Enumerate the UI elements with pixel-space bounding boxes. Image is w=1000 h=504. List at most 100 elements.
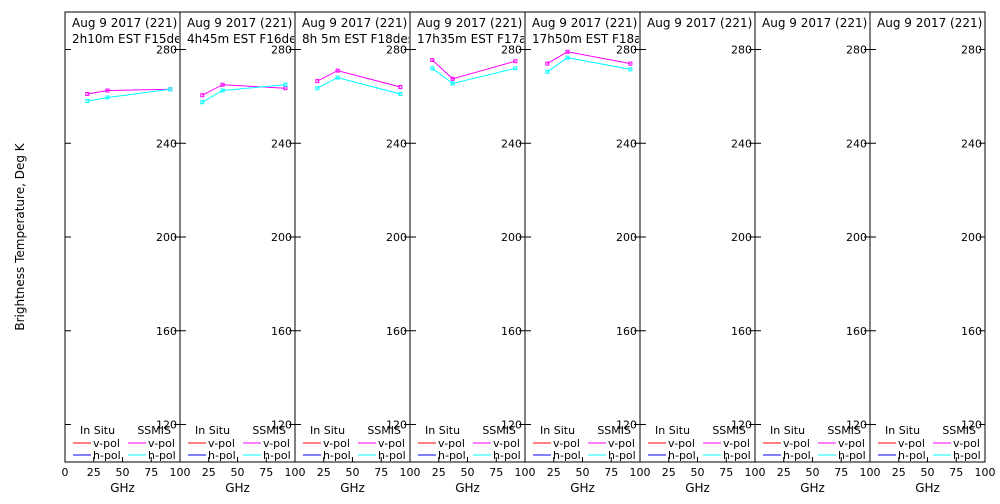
legend-ssmis-label: h-pol [953,449,981,462]
y-tick-label: 120 [501,419,522,432]
y-tick-label: 240 [386,137,407,150]
x-axis-label: GHz [570,481,595,495]
y-tick-label: 160 [846,325,867,338]
y-tick-label: 280 [961,44,982,57]
data-point [398,85,403,89]
series-line-ssmis-h-pol [202,84,286,103]
panel-3: 120 160 200 240 280 25 50 75 100 GHz Aug 9 2017 (2… [294,11,421,495]
x-tick-label: 25 [892,466,906,479]
panel-title: Aug 9 2017 (221) 17h35m EST F17asc [417,16,539,46]
panel-title-date: Aug 9 2017 (221) [532,16,637,30]
x-tick-label: 25 [202,466,216,479]
panel-2: 120 160 200 240 280 25 50 75 100 GHz Aug 9 2017 (2… [179,11,306,495]
y-tick-label: 200 [386,231,407,244]
legend-insitu-label: v-pol [93,437,120,450]
data-point [283,82,288,87]
x-tick-label: 75 [834,466,848,479]
panel-title: Aug 9 2017 (221) 17h50m EST F18asc [532,16,654,46]
x-tick-label: 100 [170,466,191,479]
x-tick-label: 100 [745,466,766,479]
y-tick-label: 280 [501,44,522,57]
data-point [450,76,455,81]
x-tick-label: 50 [691,466,705,479]
y-tick-label: 200 [846,231,867,244]
x-tick-label: 50 [806,466,820,479]
panel-6: 120 160 200 240 280 25 50 75 100 GHz Aug 9 2017 (2… [639,11,766,495]
legend-ssmis-title: SSMIS [137,424,171,437]
data-point [545,61,550,66]
y-tick-label: 240 [271,137,292,150]
x-tick-label: 0 [62,466,69,479]
x-tick-label: 50 [461,466,475,479]
legend-in-situ-title: In Situ [655,424,690,437]
legend-in-situ-title: In Situ [310,424,345,437]
x-tick-label: 100 [630,466,651,479]
data-point [628,67,633,72]
x-tick-label: 25 [317,466,331,479]
y-tick-label: 160 [731,325,752,338]
panel-title: Aug 9 2017 (221) [647,16,752,30]
legend-ssmis-label: h-pol [378,449,406,462]
x-tick-label: 100 [285,466,306,479]
panel-title-time: 17h35m EST F17asc [417,32,539,46]
panel-title: Aug 9 2017 (221) 8h 5m EST F18des [302,16,414,46]
data-point [565,55,570,60]
panel-title-date: Aug 9 2017 (221) [302,16,407,30]
legend-insitu-label: h-pol [553,449,581,462]
x-tick-label: 50 [231,466,245,479]
panel-title-time: 8h 5m EST F18des [302,32,414,46]
legend-insitu-label: h-pol [668,449,696,462]
y-tick-label: 280 [386,44,407,57]
legend-in-situ-title: In Situ [195,424,230,437]
x-tick-label: 50 [346,466,360,479]
data-point [105,95,110,100]
legend-ssmis-label: v-pol [263,437,290,450]
data-point [335,68,340,73]
panel-title-date: Aug 9 2017 (221) [647,16,752,30]
y-tick-label: 160 [386,325,407,338]
y-tick-label: 160 [156,325,177,338]
y-tick-label: 200 [271,231,292,244]
legend-ssmis-label: v-pol [148,437,175,450]
panel-title-time: 17h50m EST F18asc [532,32,654,46]
data-point [565,49,570,54]
x-tick-label: 75 [374,466,388,479]
y-tick-label: 160 [271,325,292,338]
panel-title: Aug 9 2017 (221) [762,16,867,30]
y-tick-label: 120 [386,419,407,432]
legend-ssmis-title: SSMIS [252,424,286,437]
data-point [513,59,518,64]
data-point [398,92,403,96]
panel-5: 120 160 200 240 280 25 50 75 100 GHz Aug 9 2017 (2… [524,11,654,495]
legend-insitu-label: v-pol [323,437,350,450]
y-tick-label: 240 [846,137,867,150]
x-tick-label: 75 [719,466,733,479]
x-tick-label: 25 [662,466,676,479]
x-tick-label: 25 [547,466,561,479]
x-axis-label: GHz [340,481,365,495]
data-point [430,58,435,62]
legend-insitu-label: h-pol [438,449,466,462]
y-tick-label: 280 [846,44,867,57]
data-point [513,66,518,71]
legend-in-situ-title: In Situ [885,424,920,437]
y-axis-label: Brightness Temperature, Deg K [13,142,27,330]
y-tick-label: 200 [501,231,522,244]
data-point [200,100,205,105]
legend-in-situ-title: In Situ [540,424,575,437]
legend-ssmis-label: h-pol [148,449,176,462]
y-tick-label: 280 [271,44,292,57]
legend-insitu-label: v-pol [438,437,465,450]
panel-title: Aug 9 2017 (221) 2h10m EST F15des [72,16,179,46]
panel-title-date: Aug 9 2017 (221) [187,16,292,30]
data-point [220,88,225,93]
x-axis-label: GHz [915,481,940,495]
x-tick-label: 50 [116,466,130,479]
legend-insitu-label: h-pol [898,449,926,462]
data-point [105,88,110,93]
legend-ssmis-label: h-pol [723,449,751,462]
legend-insitu-label: v-pol [553,437,580,450]
series-line-ssmis-h-pol [317,77,401,95]
x-tick-label: 25 [777,466,791,479]
legend-ssmis-label: v-pol [723,437,750,450]
